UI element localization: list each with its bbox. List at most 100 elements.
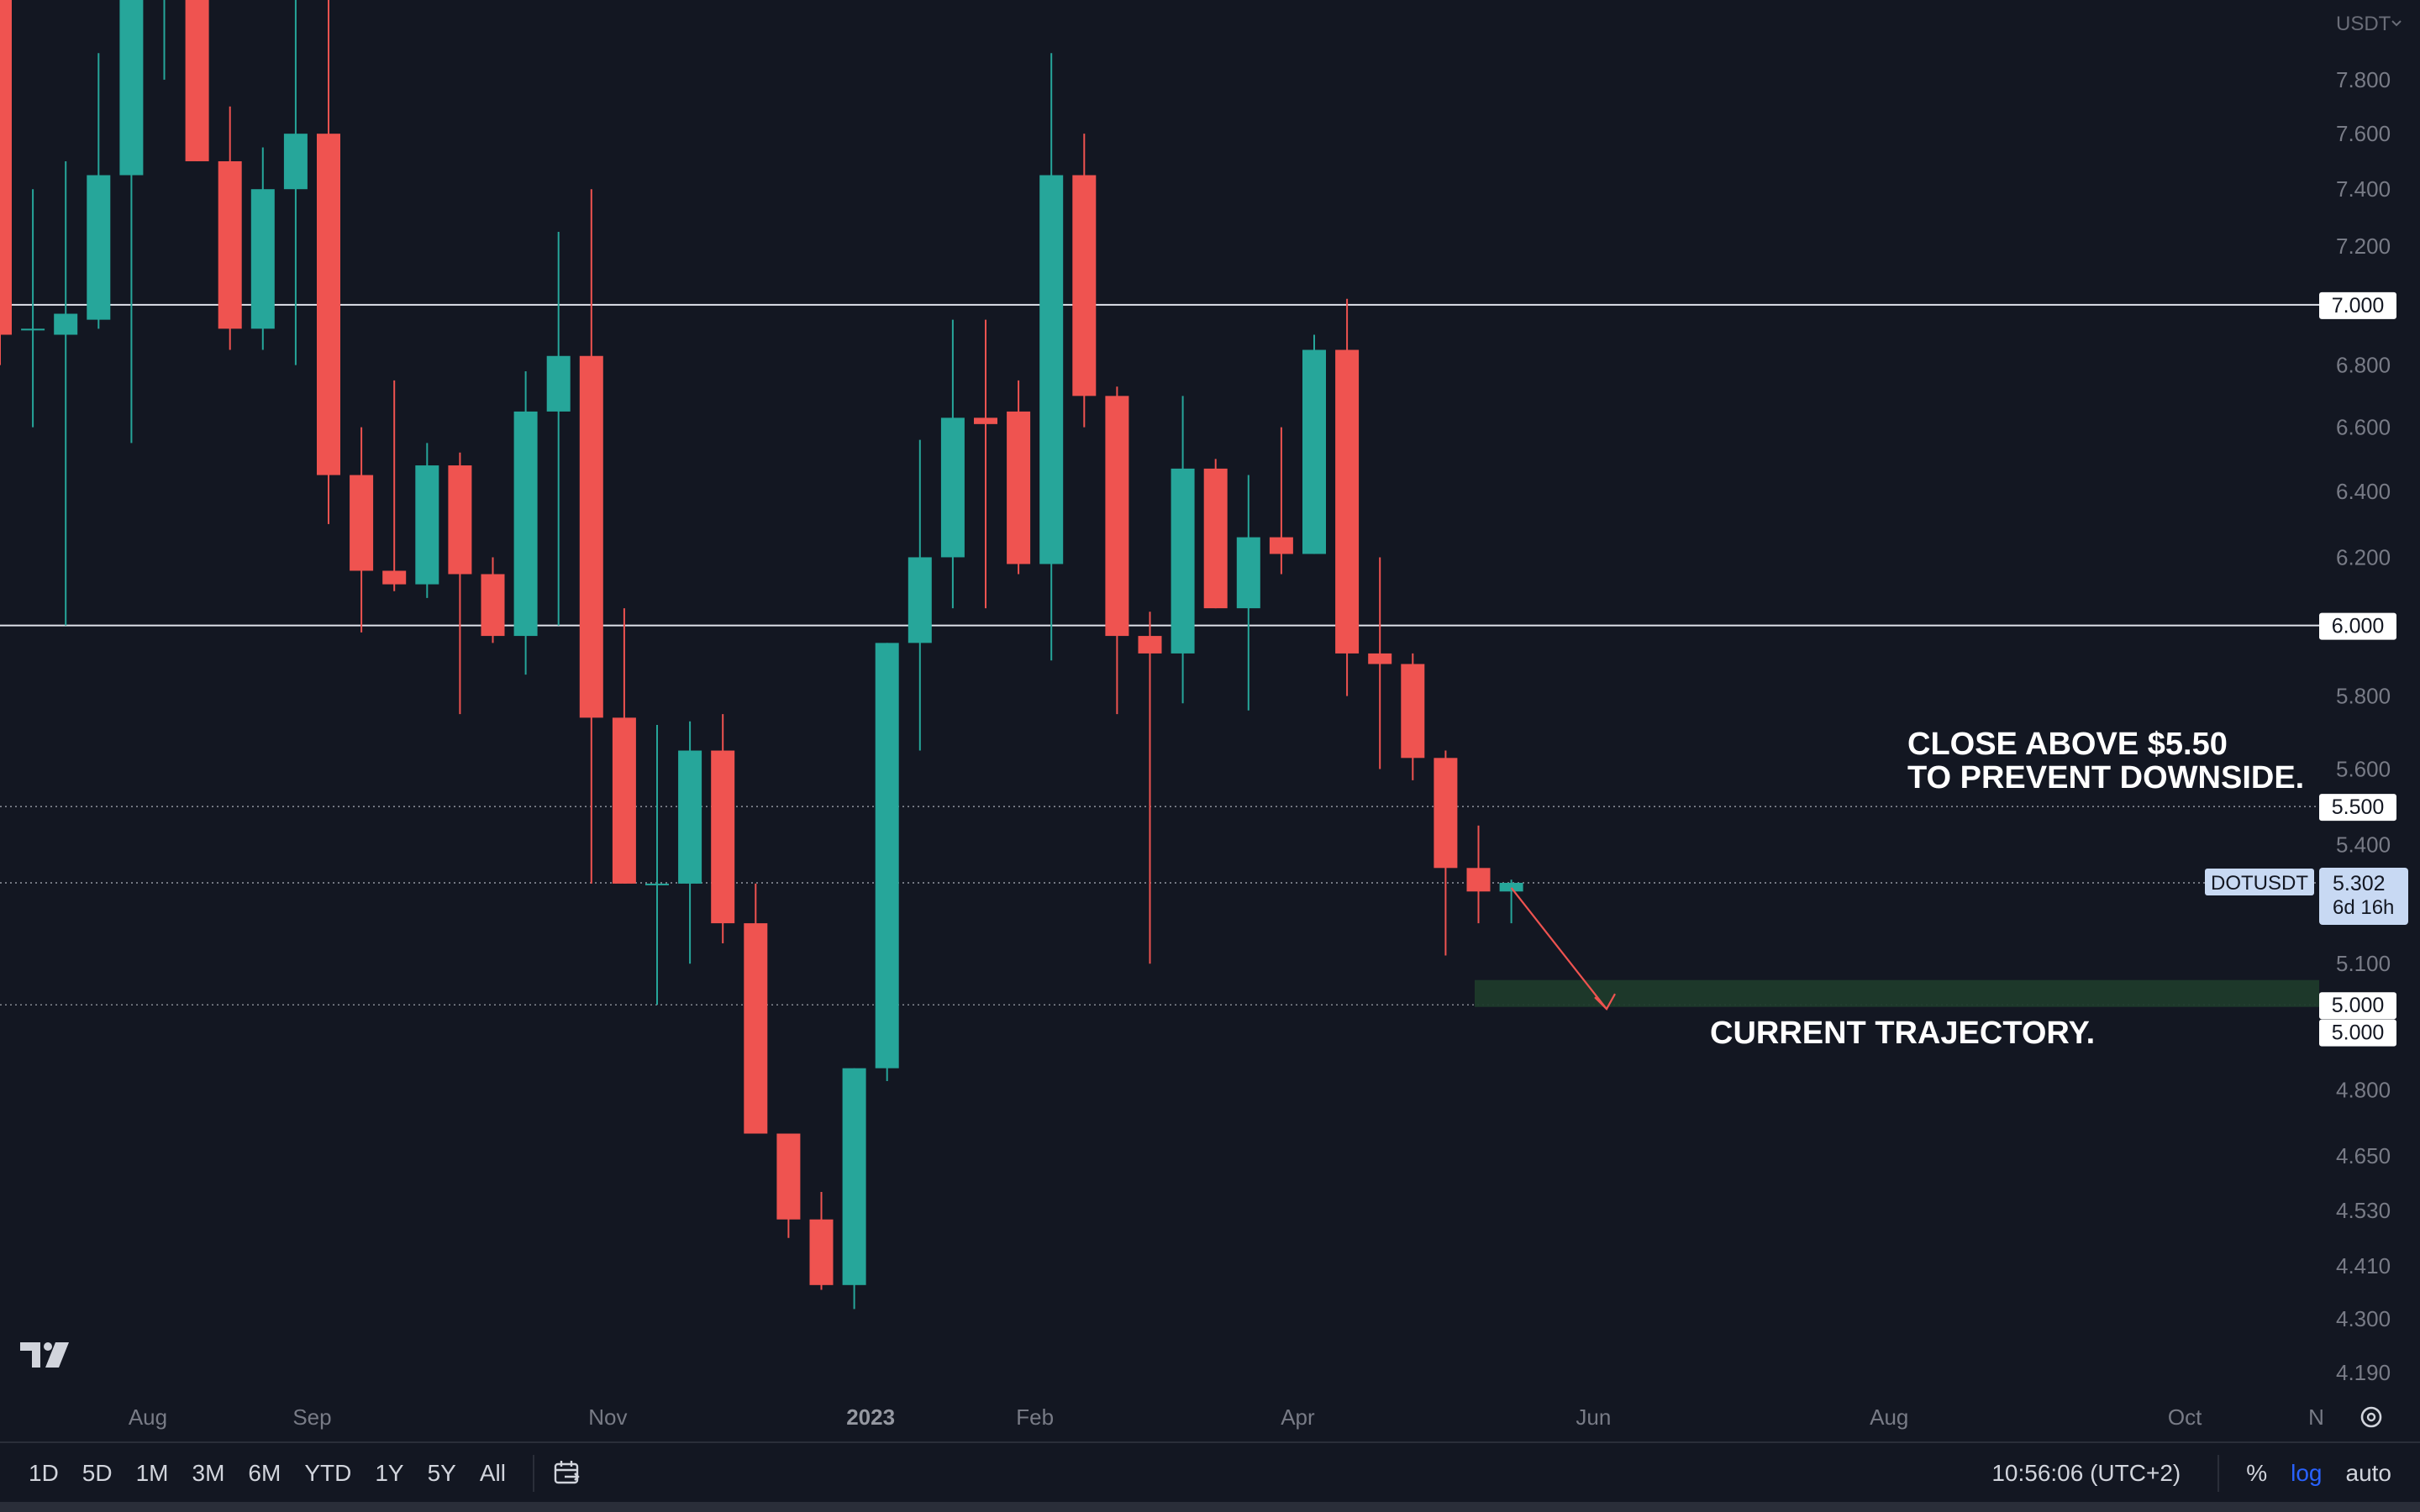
percent-scale-toggle[interactable]: %	[2246, 1460, 2268, 1486]
candle-body[interactable]	[678, 750, 702, 884]
candle-body[interactable]	[1171, 468, 1195, 654]
candle-body[interactable]	[1335, 349, 1360, 654]
bottom-toolbar: 1D 5D 1M 3M 6M YTD 1Y 5Y All 10:56:06 (U…	[0, 1441, 2420, 1504]
candle-body[interactable]	[546, 355, 571, 412]
price-level-badge	[2319, 992, 2396, 1020]
candle-body[interactable]	[744, 923, 768, 1134]
toolbar-divider	[532, 1455, 534, 1492]
price-tick-label: 6.200	[2336, 544, 2391, 570]
price-tick-label: 7.800	[2336, 67, 2391, 92]
candle-body[interactable]	[513, 411, 538, 637]
annotation-current-trajectory[interactable]: CURRENT TRAJECTORY.	[1710, 1016, 2095, 1051]
go-to-date-icon[interactable]	[550, 1455, 587, 1492]
time-axis-label: Jun	[1576, 1404, 1611, 1430]
candle-body[interactable]	[1236, 537, 1260, 609]
symbol-tag[interactable]	[2205, 868, 2314, 895]
price-tick-label: 7.200	[2336, 234, 2391, 259]
candle-body[interactable]	[1007, 411, 1031, 564]
candle-body[interactable]	[218, 160, 242, 329]
candle-body[interactable]	[119, 0, 144, 176]
timeframe-1y-button[interactable]: 1Y	[375, 1460, 404, 1486]
zone-badge-text: 5.000	[2332, 1021, 2385, 1045]
candle-body[interactable]	[1138, 636, 1162, 654]
price-level-badge	[2319, 291, 2396, 319]
price-tick-label: 6.600	[2336, 415, 2391, 440]
candle-body[interactable]	[1401, 664, 1425, 759]
candle-body[interactable]	[1466, 868, 1491, 892]
candle-body[interactable]	[809, 1219, 834, 1285]
bottom-strip	[0, 1502, 2420, 1512]
time-axis-label: Aug	[1870, 1404, 1908, 1430]
timeframe-3m-button[interactable]: 3M	[192, 1460, 225, 1486]
candle-body[interactable]	[1105, 396, 1129, 637]
candle-body[interactable]	[974, 417, 997, 424]
candle-body[interactable]	[842, 1068, 866, 1285]
toolbar-divider	[2217, 1455, 2220, 1492]
trajectory-arrow[interactable]	[1510, 887, 1607, 1010]
timeframe-6m-button[interactable]: 6M	[248, 1460, 281, 1486]
candle-body[interactable]	[1368, 653, 1392, 664]
currency-dropdown-icon[interactable]	[2391, 20, 2402, 27]
candle-body[interactable]	[875, 643, 899, 1068]
price-level-badge-text: 5.500	[2332, 795, 2385, 819]
time-axis-label: Oct	[2168, 1404, 2202, 1430]
candle-body[interactable]	[645, 883, 669, 885]
candle-body[interactable]	[1039, 175, 1064, 564]
candle-body[interactable]	[1203, 468, 1228, 609]
candle-body[interactable]	[776, 1133, 801, 1220]
currency-label[interactable]: USDT	[2336, 13, 2391, 35]
timeframe-ytd-button[interactable]: YTD	[304, 1460, 352, 1486]
settings-gear-icon[interactable]	[2360, 1406, 2382, 1428]
candle-body[interactable]	[382, 570, 407, 585]
current-price-badge[interactable]	[2319, 867, 2408, 925]
candle-body[interactable]	[908, 557, 932, 643]
candle-body[interactable]	[448, 465, 472, 575]
candle-body[interactable]	[317, 134, 340, 475]
candle-body[interactable]	[1499, 882, 1523, 892]
annotation-close-above[interactable]: TO PREVENT DOWNSIDE.	[1907, 760, 2304, 795]
candle-body[interactable]	[1072, 175, 1097, 396]
candle-body[interactable]	[481, 574, 505, 637]
zone-badge	[2319, 1019, 2396, 1047]
candle-body[interactable]	[54, 313, 78, 335]
candle-body[interactable]	[250, 189, 275, 329]
candle-body[interactable]	[350, 475, 374, 571]
price-level-badge	[2319, 612, 2396, 640]
candle-body[interactable]	[21, 328, 45, 331]
auto-scale-toggle[interactable]: auto	[2345, 1460, 2392, 1486]
tradingview-logo[interactable]	[18, 1339, 72, 1377]
session-clock[interactable]: 10:56:06 (UTC+2)	[1991, 1460, 2181, 1486]
log-scale-toggle[interactable]: log	[2291, 1460, 2323, 1486]
candle-body[interactable]	[87, 175, 111, 320]
candle-body[interactable]	[185, 0, 209, 161]
price-level-badge	[2319, 794, 2396, 822]
candle-body[interactable]	[711, 750, 735, 924]
candle-body[interactable]	[1302, 349, 1326, 554]
candle-body[interactable]	[283, 134, 308, 190]
candle-body[interactable]	[0, 0, 12, 335]
candle-body[interactable]	[579, 355, 603, 718]
timeframe-all-button[interactable]: All	[479, 1460, 506, 1486]
timeframe-5y-button[interactable]: 5Y	[427, 1460, 456, 1486]
time-axis-label: Nov	[588, 1404, 627, 1430]
price-tick-label: 7.400	[2336, 176, 2391, 202]
candle-body[interactable]	[940, 417, 965, 558]
bar-countdown: 6d 16h	[2333, 896, 2394, 919]
timeframe-5d-button[interactable]: 5D	[82, 1460, 113, 1486]
timeframe-1m-button[interactable]: 1M	[135, 1460, 169, 1486]
price-tick-label: 4.650	[2336, 1143, 2391, 1168]
candle-body[interactable]	[415, 465, 439, 585]
target-zone[interactable]	[1475, 979, 2319, 1007]
price-tick-label: 4.190	[2336, 1360, 2391, 1385]
candle-body[interactable]	[1434, 758, 1458, 869]
price-level-badge-text: 5.000	[2332, 994, 2385, 1017]
annotation-close-above[interactable]: CLOSE ABOVE $5.50	[1907, 727, 2228, 762]
trajectory-arrowhead	[1594, 993, 1616, 1011]
candle-body[interactable]	[1269, 537, 1293, 554]
timeframe-1d-button[interactable]: 1D	[29, 1460, 59, 1486]
price-tick-label: 5.100	[2336, 951, 2391, 976]
price-tick-label: 5.400	[2336, 832, 2391, 858]
candle-body[interactable]	[612, 717, 636, 884]
price-tick-label: 5.800	[2336, 684, 2391, 709]
